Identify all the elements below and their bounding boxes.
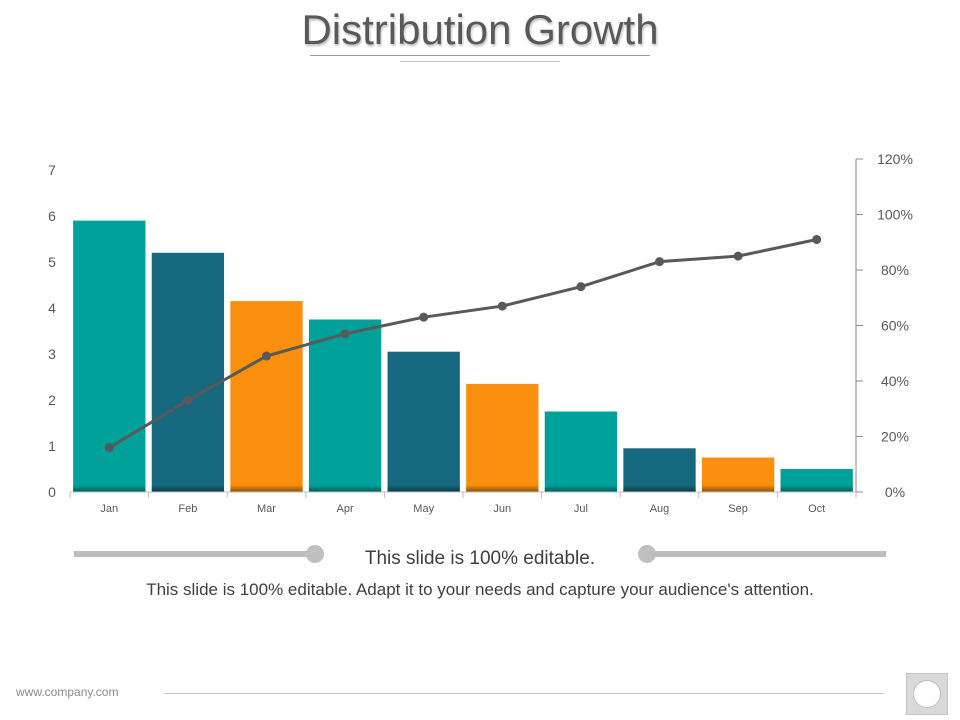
y-tick-label: 2 [48,392,56,408]
line-point [655,257,664,267]
bar-base-shade [308,485,382,492]
title-underline-secondary [400,61,560,62]
x-tick-label: Mar [257,503,276,515]
y2-tick-label: 0% [885,484,905,500]
bar-jun [466,383,539,492]
bar-base-shade [466,485,539,492]
x-tick-label: Jul [574,503,588,515]
editable-label: This slide is 100% editable. [364,548,596,569]
line-point [419,312,429,322]
y-tick-label: 0 [48,484,56,500]
distribution-growth-chart: 0 1 2 3 4 5 6 7 0% 20% 40% 60% 80% 100% 120% Jan Feb Ma… [48,151,913,515]
bar-base-shade [544,485,618,492]
bar-apr [308,319,382,492]
left-slider-knob [306,545,324,563]
line-point [104,443,114,453]
logo-placeholder [906,673,948,715]
x-tick-label: Jan [100,503,118,515]
y2-tick-label: 80% [881,262,909,278]
bar-series [73,220,853,492]
y2-tick-label: 120% [877,151,913,167]
bar-base-shade [230,485,303,492]
footer-divider [164,693,884,694]
y-tick-label: 6 [48,208,56,224]
y-axis-left: 0 1 2 3 4 5 6 7 [48,162,56,500]
line-point [576,282,586,292]
y-tick-label: 4 [48,300,56,316]
bar-aug [623,448,696,492]
footer-url: www.company.com [16,685,119,699]
line-path [108,238,818,449]
bar-may [387,351,460,492]
bar-base-shade [701,485,775,492]
x-tick-label: Oct [808,503,825,515]
y2-tick-label: 40% [881,373,909,389]
x-tick-label: Jun [493,503,511,515]
x-axis: Jan Feb Mar Apr May Jun Jul Aug Sep Oct [69,492,857,515]
bar-base-shade [780,485,853,492]
bar-mar [230,301,303,492]
title-underline [310,55,650,56]
line-point [340,329,350,339]
slide-description: This slide is 100% editable. Adapt it to… [146,580,814,599]
bar-base-shade [73,485,146,492]
line-point [733,251,743,261]
line-series [104,234,822,453]
y-axis-right: 0% 20% 40% 60% 80% 100% 120% [855,151,913,500]
y-tick-label: 1 [48,438,56,454]
y2-tick-label: 20% [881,429,909,445]
x-tick-label: Aug [650,503,670,515]
right-slider-track [646,551,886,557]
x-tick-label: May [413,503,434,515]
y-tick-label: 3 [48,346,56,362]
line-point [812,234,822,244]
bar-base-shade [387,485,460,492]
bar-feb [151,252,225,492]
y2-tick-label: 100% [877,207,913,223]
line-point [262,351,271,361]
bar-base-shade [151,485,225,492]
x-tick-label: Sep [728,503,748,515]
y2-tick-label: 60% [881,318,909,334]
slide-title: Distribution Growth [301,6,659,53]
line-point [183,395,193,405]
logo-circle-icon [913,680,941,708]
bar-base-shade [623,485,696,492]
y-tick-label: 7 [48,162,56,178]
left-slider-track [74,551,314,557]
x-tick-label: Apr [337,503,354,515]
x-tick-label: Feb [178,503,197,515]
line-point [497,301,507,311]
y-tick-label: 5 [48,254,56,270]
bar-jul [544,411,618,492]
